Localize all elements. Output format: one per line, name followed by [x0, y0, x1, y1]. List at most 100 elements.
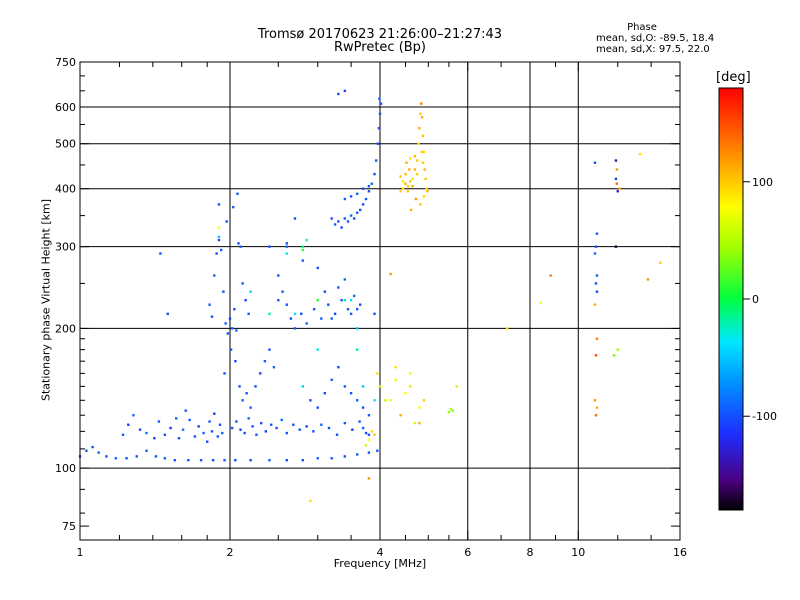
data-point — [389, 399, 392, 402]
data-point — [316, 348, 319, 351]
data-point — [277, 274, 280, 277]
data-point — [420, 150, 423, 154]
data-point — [173, 459, 177, 462]
data-point — [355, 327, 359, 330]
x-tick-label: 16 — [673, 546, 687, 559]
data-point — [166, 312, 169, 316]
data-point — [418, 127, 421, 130]
data-point — [175, 417, 178, 420]
data-point — [413, 154, 417, 158]
data-point — [210, 430, 214, 433]
data-point — [301, 459, 305, 462]
data-point — [216, 435, 219, 438]
phase-x-stats: mean, sd,X: 97.5, 22.0 — [596, 44, 710, 55]
data-point — [401, 180, 405, 183]
data-point — [346, 220, 350, 223]
data-point — [300, 312, 303, 316]
data-point — [327, 303, 330, 306]
plot-frame — [79, 61, 681, 541]
data-point — [91, 445, 94, 449]
data-point — [243, 431, 246, 435]
data-point — [404, 392, 407, 395]
data-point — [595, 290, 599, 293]
data-point — [316, 299, 319, 302]
data-point — [404, 172, 407, 176]
x-tick-label: 4 — [377, 546, 384, 559]
data-point — [349, 392, 353, 395]
data-point — [595, 406, 599, 409]
data-point — [135, 455, 138, 458]
colorbar — [718, 87, 744, 511]
data-point — [355, 453, 359, 456]
data-point — [229, 348, 233, 351]
data-point — [193, 435, 197, 438]
data-point — [233, 307, 236, 311]
data-point — [241, 282, 244, 285]
y-tick-labels: 75 100 200 300 400 500 600 750 — [55, 56, 76, 533]
data-point — [316, 406, 319, 409]
data-point — [420, 102, 423, 105]
data-point — [238, 385, 241, 388]
data-point — [268, 245, 271, 248]
data-point — [223, 459, 226, 462]
data-point — [277, 299, 280, 302]
data-point — [421, 134, 425, 138]
data-point — [352, 294, 356, 298]
data-point — [615, 168, 619, 171]
data-point — [595, 232, 599, 235]
data-point — [361, 406, 365, 409]
data-point — [408, 168, 411, 171]
data-point — [184, 409, 187, 412]
data-point — [232, 205, 235, 209]
data-point — [378, 112, 382, 116]
data-point — [346, 307, 350, 311]
data-point — [419, 112, 422, 116]
x-tick-label: 6 — [464, 546, 471, 559]
data-point — [330, 378, 333, 381]
data-point — [401, 187, 405, 190]
data-point — [228, 317, 232, 320]
data-point — [399, 190, 402, 193]
data-point — [364, 444, 368, 447]
data-point — [370, 182, 373, 185]
data-point — [405, 161, 408, 164]
data-point — [285, 459, 288, 462]
data-point — [247, 417, 250, 420]
chart-subtitle: RwPretec (Bp) — [333, 40, 427, 55]
data-point — [305, 425, 308, 428]
data-point — [316, 266, 319, 270]
data-point — [337, 220, 340, 223]
data-point — [399, 175, 402, 178]
data-point — [614, 245, 618, 248]
data-point — [219, 248, 223, 252]
phase-o-stats: mean, sd,O: -89.5, 18.4 — [596, 33, 715, 44]
data-point — [615, 182, 619, 185]
data-point — [419, 203, 422, 206]
data-point — [349, 312, 353, 316]
data-point — [355, 192, 359, 196]
data-point — [285, 242, 288, 245]
data-point — [239, 245, 242, 248]
data-point — [349, 214, 353, 217]
data-point — [222, 290, 225, 293]
data-point — [330, 317, 333, 320]
data-point — [293, 217, 297, 220]
data-point — [208, 420, 211, 423]
data-point — [377, 127, 381, 130]
data-point — [618, 187, 621, 190]
data-point — [343, 385, 347, 388]
data-point — [595, 337, 599, 340]
data-point — [285, 252, 288, 255]
data-point — [249, 290, 252, 293]
data-point — [199, 459, 203, 462]
data-point — [394, 378, 397, 381]
data-point — [424, 177, 427, 181]
data-points — [78, 89, 662, 503]
data-point — [217, 203, 221, 206]
data-point — [270, 423, 273, 426]
data-point — [355, 348, 359, 351]
data-point — [422, 195, 426, 198]
y-tick-label: 400 — [55, 183, 76, 196]
data-point — [215, 252, 218, 255]
data-point — [389, 272, 392, 276]
